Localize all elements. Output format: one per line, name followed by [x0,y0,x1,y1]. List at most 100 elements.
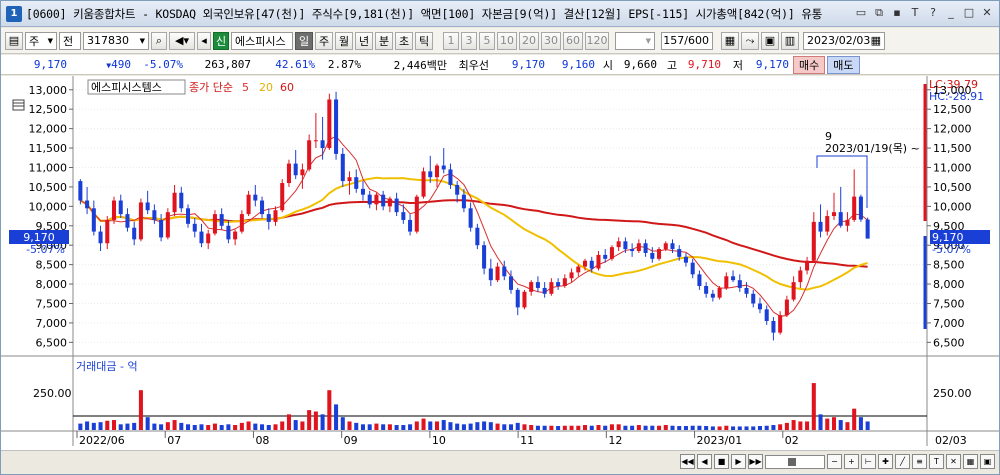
volume-bar [226,424,231,430]
count-input[interactable]: 157/600 [661,31,713,50]
chart-area[interactable]: 에스피시스템스 종가 단순 5 20 60 LC:39.79 HC:-28.91… [1,76,999,450]
scroll-slider[interactable] [765,454,825,469]
interval-60-button[interactable]: 60 [563,31,583,50]
date-label: 08 [255,434,269,447]
save-button[interactable]: ▣ [761,31,779,50]
period-minute-button[interactable]: 분 [375,31,393,50]
slider-thumb[interactable] [788,457,796,466]
volume-bar [475,422,480,430]
volume-bar [381,424,386,430]
y-tick-label-left: 11,000 [29,161,68,174]
volume-bar [85,421,90,430]
volume-bar [421,418,426,430]
interval-20-button[interactable]: 20 [519,31,539,50]
stop-button[interactable]: ■ [714,454,729,469]
candle-body [239,214,244,232]
next-button[interactable]: ▶ [731,454,746,469]
search-button[interactable]: ⌕ [151,31,167,50]
interval-custom-select[interactable]: ▼ [615,31,655,50]
interval-5-button[interactable]: 5 [479,31,495,50]
volume-bar [663,425,668,430]
chevron-down-icon: ▼ [47,36,53,45]
minimize-mode-icon[interactable]: ▭ [855,6,867,19]
candle [192,218,197,238]
interval-30-button[interactable]: 30 [541,31,561,50]
period-second-button[interactable]: 초 [395,31,413,50]
candle-body [663,243,668,250]
interval-10-button[interactable]: 10 [497,31,517,50]
text-tool-button[interactable]: T [929,454,944,469]
lock-button[interactable]: ▣ [980,454,995,469]
ma-60-polyline [79,199,868,268]
candle [731,270,736,283]
candle-body [434,165,440,178]
candle-body [172,192,177,213]
candle-body [488,268,493,281]
interval-3-button[interactable]: 3 [461,31,477,50]
candle [212,210,217,236]
volume-bar [233,425,238,430]
sound-button[interactable]: ◀▾ [169,31,195,50]
prev-stock-button[interactable]: ◂ [197,31,211,50]
period-type-select[interactable]: 전 [59,31,81,50]
period-day-button[interactable]: 일 [295,31,313,50]
interval-1-button[interactable]: 1 [443,31,459,50]
candle [778,311,783,335]
new-badge-button[interactable]: 신 [213,31,229,50]
fib-tool-button[interactable]: ≡ [912,454,927,469]
font-size-icon[interactable]: T [911,6,919,19]
candle [273,206,278,226]
compare-tool-button[interactable]: ⤳ [741,31,759,50]
line-tool-button[interactable]: ╱ [895,454,910,469]
volume-tick-right: 250.00 [933,387,972,400]
zoom-in-button[interactable]: + [844,454,859,469]
crosshair-button[interactable]: ✚ [878,454,893,469]
minimize-icon[interactable]: _ [948,6,954,19]
volume-bar [704,426,709,430]
indicator-tool-button[interactable]: ▦ [721,31,739,50]
buy-button[interactable]: 매수 [793,55,826,74]
candle [771,317,776,341]
candlestick-chart[interactable]: 에스피시스템스 종가 단순 5 20 60 LC:39.79 HC:-28.91… [1,76,999,450]
sell-button[interactable]: 매도 [827,55,860,74]
candle [683,252,688,267]
stock-code-input[interactable]: 317830 ▼ [83,31,149,50]
period-year-button[interactable]: 년 [355,31,373,50]
volume-bar [609,424,614,430]
period-tick-button[interactable]: 틱 [415,31,433,50]
first-button[interactable]: ◀◀ [680,454,695,469]
candle-body [408,219,413,232]
period-week-button[interactable]: 주 [315,31,333,50]
market-select[interactable]: 주 ▼ [25,31,57,50]
zoom-out-button[interactable]: − [827,454,842,469]
candle-body [132,227,137,240]
cross-button[interactable]: ✕ [946,454,961,469]
candle-body [710,293,715,298]
settings-button[interactable]: ▤ [5,31,23,50]
close-icon[interactable]: ✕ [982,6,992,19]
pin-icon[interactable]: ▪ [893,6,901,19]
candle [111,196,117,224]
candle [589,256,594,273]
candle [784,295,789,318]
period-month-button[interactable]: 월 [335,31,353,50]
grid-toggle-button[interactable]: ▦ [963,454,978,469]
last-button[interactable]: ▶▶ [748,454,763,469]
candle-body [690,262,695,275]
candle-body [683,256,688,263]
restore-icon[interactable]: ⧉ [875,6,883,19]
candle [118,194,123,218]
candle-body [313,140,318,142]
candle-body [596,254,601,269]
date-input[interactable]: 2023/02/03 ▦ [803,31,885,50]
help-icon[interactable]: ? [930,6,936,19]
print-button[interactable]: ▥ [781,31,799,50]
maximize-icon[interactable]: □ [963,6,975,19]
annotation-count: 9 [825,130,832,143]
prev-button[interactable]: ◀ [697,454,712,469]
ruler-button[interactable]: ⊢ [861,454,876,469]
candle-body [138,202,143,240]
interval-120-button[interactable]: 120 [585,31,609,50]
candle [468,202,473,232]
ma20-line [79,176,868,291]
